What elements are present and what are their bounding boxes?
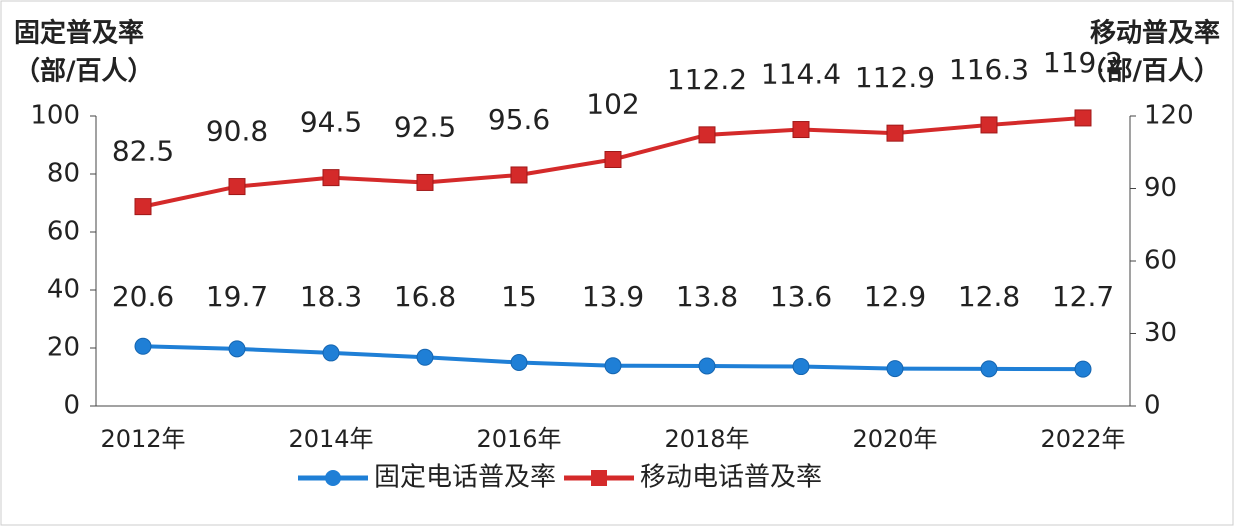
marker [510,166,528,184]
marker [1074,109,1092,127]
y2-tick-label: 120 [1144,101,1194,131]
marker [886,124,904,142]
y2-axis-title: 移动普及率 [1090,18,1220,49]
legend-label: 移动电话普及率 [640,463,822,493]
data-label: 13.8 [676,280,738,313]
y-axis-unit: （部/百人） [14,57,154,87]
y-tick-label: 0 [63,391,80,421]
marker [134,198,152,216]
marker [792,121,810,139]
x-tick-label: 2020年 [852,425,937,453]
marker [510,354,528,371]
marker [1074,360,1092,378]
marker [322,344,340,362]
x-tick-label: 2016年 [476,425,561,453]
data-label: 12.9 [864,280,926,313]
y2-tick-label: 60 [1144,246,1177,276]
marker [134,337,152,355]
data-label: 116.3 [949,53,1029,86]
y2-tick-label: 0 [1144,391,1161,421]
marker [698,126,716,144]
data-label: 15 [501,280,537,313]
data-label: 18.3 [300,280,362,313]
y-tick-label: 100 [30,101,80,131]
x-tick-label: 2014年 [288,425,373,453]
data-label: 12.7 [1052,280,1114,313]
y-tick-label: 20 [47,333,80,363]
marker [416,173,434,191]
marker [228,178,246,196]
y-tick-label: 40 [47,275,80,305]
legend-marker [591,470,608,486]
y2-tick-label: 30 [1144,318,1177,348]
x-tick-label: 2022年 [1040,425,1125,453]
data-label: 13.9 [582,280,644,313]
marker [698,357,716,375]
legend-marker [325,470,341,486]
y-tick-label: 60 [47,217,80,247]
data-label: 95.6 [488,103,550,136]
marker [228,340,246,358]
marker [604,357,622,375]
data-label: 90.8 [206,115,268,148]
data-label: 112.9 [855,61,935,94]
y-tick-label: 80 [47,159,80,189]
data-label: 16.8 [394,280,456,313]
y-axis-title: 固定普及率 [14,18,144,49]
marker [416,348,434,366]
marker [792,358,810,376]
x-tick-label: 2012年 [100,425,185,453]
marker [980,360,998,378]
data-label: 19.7 [206,280,268,313]
data-label: 12.8 [958,280,1020,313]
data-label: 20.6 [112,280,174,313]
marker [980,116,998,134]
data-label: 114.4 [761,58,841,91]
y2-axis-unit: （部/百人） [1081,57,1221,87]
y2-tick-label: 90 [1144,173,1177,203]
data-label: 102 [586,88,639,121]
marker [322,169,340,187]
data-label: 94.5 [300,106,362,139]
data-label: 13.6 [770,280,832,313]
marker [604,151,622,168]
legend-label: 固定电话普及率 [374,463,556,493]
x-tick-label: 2018年 [664,425,749,453]
data-label: 119.2 [1043,46,1123,79]
data-label: 112.2 [667,63,747,96]
marker [886,360,904,378]
data-label: 82.5 [112,135,174,168]
data-label: 92.5 [394,110,456,143]
